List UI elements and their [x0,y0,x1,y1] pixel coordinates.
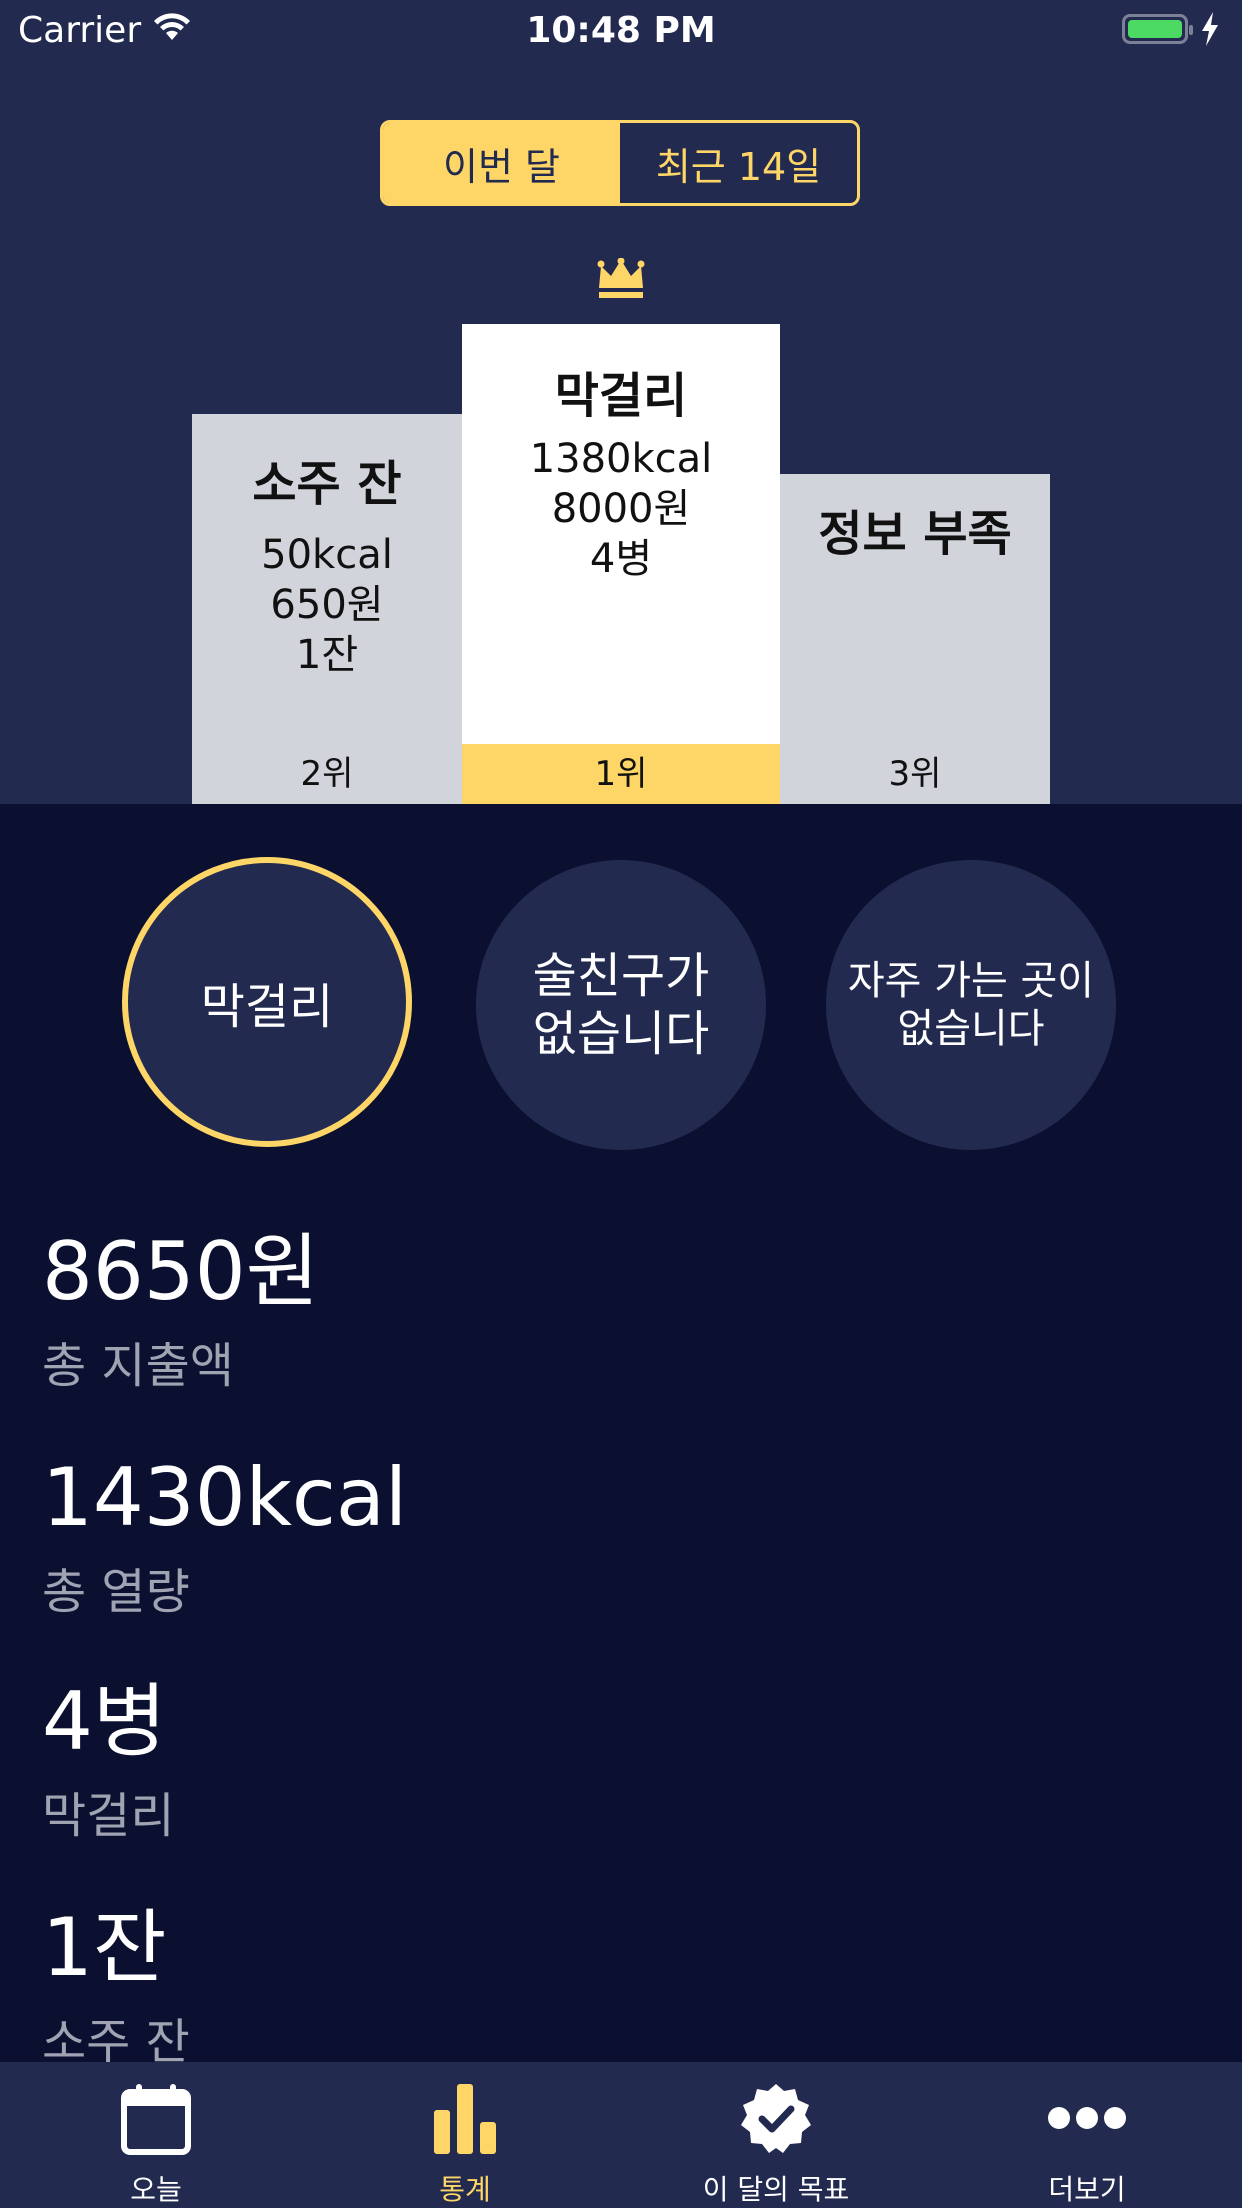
podium-kcal: 1380kcal [529,436,713,482]
stat-value: 1430kcal [42,1451,408,1544]
period-segmented-control[interactable]: 이번 달 최근 14일 [380,120,860,206]
circle-label: 막걸리 [200,979,334,1035]
tab-bar: 오늘 통계 이 달의 목표 더보기 [0,2062,1242,2208]
stat-total-spending: 8650원 총 지출액 [42,1224,319,1396]
circle-label: 자주 가는 곳이 없습니다 [847,958,1095,1052]
podium-rank: 3위 [888,754,942,794]
segment-this-month[interactable]: 이번 달 [383,123,620,203]
stat-total-calories: 1430kcal 총 열량 [42,1450,407,1622]
checkmark-badge-icon [739,2082,813,2160]
tab-label: 이 달의 목표 [702,2173,850,2206]
stat-makgeolli: 4병 막걸리 [42,1674,174,1846]
header-area: Carrier 10:48 PM 이번 달 최근 14일 소주 잔 [0,0,1242,804]
podium-quantity: 4병 [589,536,653,582]
charging-bolt-icon [1200,12,1220,50]
tab-label: 통계 [439,2173,491,2206]
frequent-place-circle[interactable]: 자주 가는 곳이 없습니다 [826,860,1116,1150]
circle-label: 술친구가 없습니다 [532,948,710,1062]
crown-icon [597,257,645,304]
stat-value: 4병 [42,1675,167,1768]
battery-icon [1122,14,1193,44]
podium-item-name: 막걸리 [554,368,688,424]
podium-item-name: 정보 부족 [818,506,1012,562]
stat-label: 소주 잔 [42,2014,190,2070]
stat-label: 총 열량 [42,1564,190,1620]
podium-third-place[interactable]: 정보 부족 3위 [780,474,1050,804]
more-dots-icon [1047,2106,1127,2134]
status-carrier: Carrier [18,10,142,51]
segment-recent-14-days[interactable]: 최근 14일 [655,144,822,189]
podium-first-place[interactable]: 막걸리 1380kcal 8000원 4병 1위 [462,324,780,804]
tab-today[interactable]: 오늘 [76,2062,236,2208]
stat-label: 총 지출액 [42,1338,234,1394]
stat-soju-glass: 1잔 소주 잔 [42,1900,190,2072]
wifi-icon [152,12,192,46]
stat-label: 막걸리 [42,1788,175,1844]
tab-more[interactable]: 더보기 [1007,2062,1167,2208]
drinking-buddy-circle[interactable]: 술친구가 없습니다 [476,860,766,1150]
podium-quantity: 1잔 [295,632,359,678]
podium-second-place[interactable]: 소주 잔 50kcal 650원 1잔 2위 [192,414,462,804]
podium-price: 650원 [270,582,384,628]
stat-value: 8650원 [42,1225,320,1318]
calendar-icon [120,2082,192,2160]
tab-label: 오늘 [130,2173,182,2206]
tab-statistics[interactable]: 통계 [385,2062,545,2208]
podium-price: 8000원 [551,486,691,532]
tab-label: 더보기 [1048,2173,1126,2206]
bar-chart-icon [432,2082,498,2160]
status-time: 10:48 PM [526,10,716,51]
tab-monthly-goal[interactable]: 이 달의 목표 [676,2062,876,2208]
stat-value: 1잔 [42,1901,167,1994]
podium-rank: 1위 [462,744,780,804]
podium-kcal: 50kcal [261,532,393,578]
favorite-drink-circle[interactable]: 막걸리 [122,857,412,1147]
podium-item-name: 소주 잔 [252,456,402,512]
podium-rank: 2위 [300,754,354,794]
